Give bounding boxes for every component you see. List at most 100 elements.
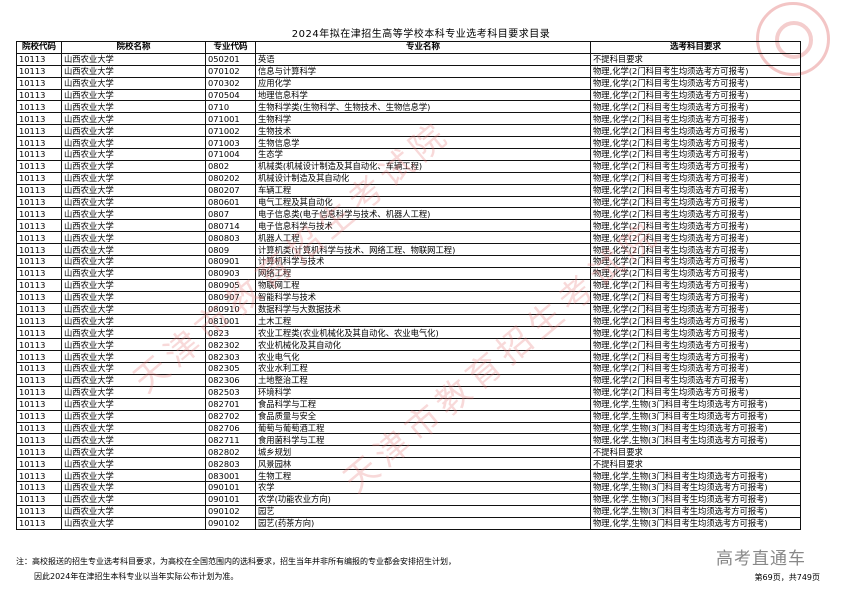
cell-major-name: 生物技术 <box>255 124 591 138</box>
table-row: 10113 山西农业大学 071004 生态学 物理,化学(2门科目考生均须选考方可报考… <box>16 148 801 161</box>
cell-major-name: 计算机类(计算机科学与技术、网络工程、物联网工程) <box>255 243 591 257</box>
cell-subject-requirement: 不提科目要求 <box>590 52 801 66</box>
cell-school-name: 山西农业大学 <box>61 350 206 364</box>
cell-school-code: 10113 <box>16 480 62 494</box>
cell-major-name: 电气工程及其自动化 <box>255 195 591 209</box>
cell-school-code: 10113 <box>16 445 62 459</box>
cell-major-name: 农业机械化及其自动化 <box>255 338 591 352</box>
cell-school-name: 山西农业大学 <box>61 504 206 518</box>
table-row: 10113 山西农业大学 090102 园艺 物理,化学,生物(3门科目考生均须选考方可… <box>16 504 801 518</box>
cell-school-name: 山西农业大学 <box>61 492 206 506</box>
note-line-1: 注：高校报送的招生专业选考科目要求，为高校在全国范围内的选科要求，招生当年并非所… <box>16 557 456 566</box>
cell-school-name: 山西农业大学 <box>61 397 206 411</box>
table-row: 10113 山西农业大学 0710 生物科学类(生物科学、生物技术、生物信息学) 物理,… <box>16 100 801 114</box>
table-row: 10113 山西农业大学 080907 智能科学与技术 物理,化学(2门科目考生均须选考… <box>16 290 801 304</box>
cell-school-name: 山西农业大学 <box>61 112 206 126</box>
cell-subject-requirement: 物理,化学(2门科目考生均须选考方可报考) <box>590 148 801 161</box>
cell-school-code: 10113 <box>16 314 62 328</box>
table-row: 10113 山西农业大学 082503 环境科学 物理,化学(2门科目考生均须选考方可报… <box>16 385 801 399</box>
cell-major-code: 070302 <box>205 76 256 90</box>
cell-school-name: 山西农业大学 <box>61 136 206 150</box>
cell-subject-requirement: 物理,化学(2门科目考生均须选考方可报考) <box>590 195 801 209</box>
table-row: 10113 山西农业大学 082702 食品质量与安全 物理,化学,生物(3门科目考生均… <box>16 409 801 423</box>
cell-major-code: 081001 <box>205 314 256 328</box>
table-row: 10113 山西农业大学 0823 农业工程类(农业机械化及其自动化、农业电气化) 物理… <box>16 326 801 340</box>
cell-major-name: 生物科学 <box>255 112 591 126</box>
cell-school-code: 10113 <box>16 457 62 471</box>
page-number: 第69页，共749页 <box>754 573 820 582</box>
cell-major-code: 090102 <box>205 516 256 530</box>
cell-school-code: 10113 <box>16 243 62 257</box>
brand-watermark: 高考直通车 <box>716 549 806 569</box>
cell-major-name: 电子信息科学与技术 <box>255 219 591 233</box>
column-header-subject-requirement: 选考科目要求 <box>590 41 801 54</box>
table-row: 10113 山西农业大学 080202 机械设计制造及其自动化 物理,化学(2门科目考生… <box>16 171 801 185</box>
cell-major-name: 机械设计制造及其自动化 <box>255 171 591 185</box>
cell-school-code: 10113 <box>16 124 62 138</box>
cell-subject-requirement: 物理,化学(2门科目考生均须选考方可报考) <box>590 231 801 245</box>
document-title: 2024年拟在津招生高等学校本科专业选考科目要求目录 <box>291 29 551 40</box>
cell-school-code: 10113 <box>16 231 62 245</box>
cell-school-code: 10113 <box>16 278 62 292</box>
cell-school-name: 山西农业大学 <box>61 266 206 280</box>
cell-major-code: 080903 <box>205 266 256 280</box>
table-row: 10113 山西农业大学 090101 农学 物理,化学,生物(3门科目考生均须选考方可… <box>16 480 801 494</box>
cell-school-name: 山西农业大学 <box>61 195 206 209</box>
table-row: 10113 山西农业大学 081001 土木工程 物理,化学(2门科目考生均须选考方可报… <box>16 314 801 328</box>
cell-school-name: 山西农业大学 <box>61 480 206 494</box>
cell-subject-requirement: 物理,化学(2门科目考生均须选考方可报考) <box>590 76 801 90</box>
cell-major-name: 车辆工程 <box>255 183 591 197</box>
table-row: 10113 山西农业大学 080903 网络工程 物理,化学(2门科目考生均须选考方可报… <box>16 266 801 280</box>
cell-major-name: 生物信息学 <box>255 136 591 150</box>
cell-school-name: 山西农业大学 <box>61 457 206 471</box>
table-row: 10113 山西农业大学 0807 电子信息类(电子信息科学与技术、机器人工程) 物理,… <box>16 207 801 221</box>
cell-school-code: 10113 <box>16 52 62 66</box>
cell-major-code: 071002 <box>205 124 256 138</box>
cell-major-code: 082802 <box>205 445 256 459</box>
cell-school-name: 山西农业大学 <box>61 207 206 221</box>
cell-major-code: 090101 <box>205 480 256 494</box>
cell-subject-requirement: 物理,化学(2门科目考生均须选考方可报考) <box>590 338 801 352</box>
table-row: 10113 山西农业大学 080905 物联网工程 物理,化学(2门科目考生均须选考方可… <box>16 278 801 292</box>
cell-school-code: 10113 <box>16 362 62 375</box>
cell-major-code: 080901 <box>205 255 256 268</box>
cell-major-code: 082303 <box>205 350 256 364</box>
cell-major-code: 080207 <box>205 183 256 197</box>
cell-major-name: 农业电气化 <box>255 350 591 364</box>
cell-major-name: 园艺(药茶方向) <box>255 516 591 530</box>
cell-school-code: 10113 <box>16 64 62 78</box>
cell-school-code: 10113 <box>16 385 62 399</box>
cell-major-code: 0823 <box>205 326 256 340</box>
cell-subject-requirement: 物理,化学(2门科目考生均须选考方可报考) <box>590 278 801 292</box>
table-row: 10113 山西农业大学 082803 风景园林 不提科目要求 <box>16 457 801 471</box>
cell-major-code: 082701 <box>205 397 256 411</box>
cell-school-name: 山西农业大学 <box>61 64 206 78</box>
requirements-table: 院校代码 院校名称 专业代码 专业名称 选考科目要求 10113 山西农业大学 050201… <box>16 41 801 530</box>
cell-school-name: 山西农业大学 <box>61 421 206 435</box>
cell-subject-requirement: 物理,化学(2门科目考生均须选考方可报考) <box>590 159 801 173</box>
cell-subject-requirement: 物理,化学,生物(3门科目考生均须选考方可报考) <box>590 516 801 530</box>
cell-school-code: 10113 <box>16 136 62 150</box>
cell-school-name: 山西农业大学 <box>61 373 206 387</box>
cell-school-code: 10113 <box>16 171 62 185</box>
cell-major-name: 生物科学类(生物科学、生物技术、生物信息学) <box>255 100 591 114</box>
cell-subject-requirement: 物理,化学(2门科目考生均须选考方可报考) <box>590 171 801 185</box>
table-row: 10113 山西农业大学 071001 生物科学 物理,化学(2门科目考生均须选考方可报… <box>16 112 801 126</box>
cell-major-code: 0802 <box>205 159 256 173</box>
cell-major-name: 园艺 <box>255 504 591 518</box>
cell-major-name: 葡萄与葡萄酒工程 <box>255 421 591 435</box>
cell-major-name: 计算机科学与技术 <box>255 255 591 268</box>
cell-subject-requirement: 物理,化学(2门科目考生均须选考方可报考) <box>590 350 801 364</box>
cell-school-name: 山西农业大学 <box>61 290 206 304</box>
cell-major-name: 生态学 <box>255 148 591 161</box>
cell-school-code: 10113 <box>16 148 62 161</box>
cell-school-name: 山西农业大学 <box>61 445 206 459</box>
table-row: 10113 山西农业大学 090102 园艺(药茶方向) 物理,化学,生物(3门科目考生… <box>16 516 801 530</box>
table-row: 10113 山西农业大学 083001 生物工程 物理,化学,生物(3门科目考生均须选考… <box>16 469 801 482</box>
cell-subject-requirement: 物理,化学(2门科目考生均须选考方可报考) <box>590 243 801 257</box>
cell-major-code: 0710 <box>205 100 256 114</box>
table-row: 10113 山西农业大学 090101 农学(功能农业方向) 物理,化学,生物(3门科目… <box>16 492 801 506</box>
cell-school-name: 山西农业大学 <box>61 100 206 114</box>
cell-school-code: 10113 <box>16 326 62 340</box>
cell-school-name: 山西农业大学 <box>61 433 206 447</box>
